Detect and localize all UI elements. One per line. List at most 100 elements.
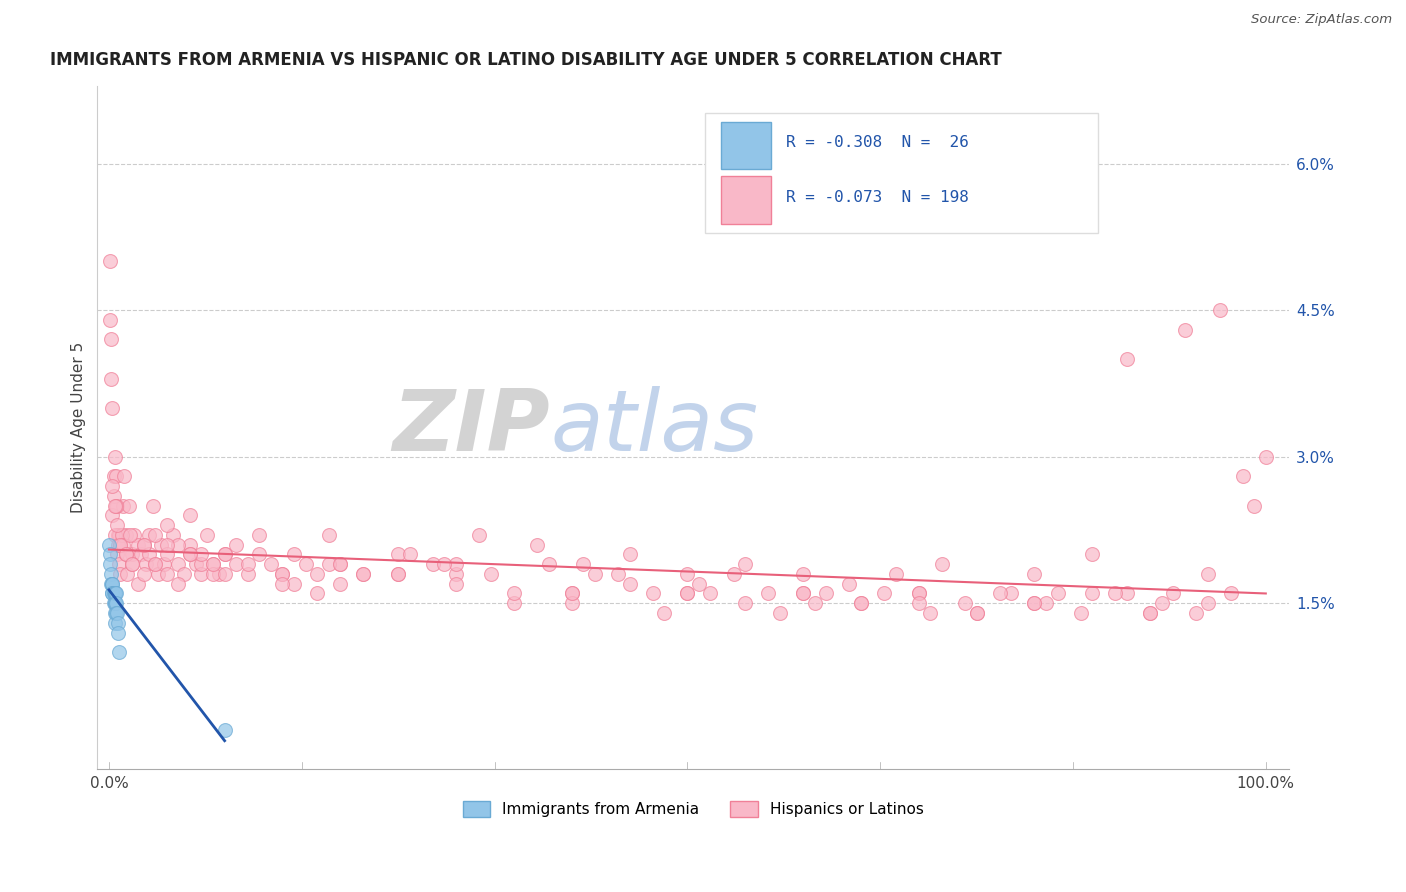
Point xyxy=(537,557,560,571)
Point xyxy=(149,538,172,552)
Point xyxy=(104,606,127,620)
Point xyxy=(101,479,124,493)
Point xyxy=(103,469,125,483)
Point xyxy=(105,518,128,533)
Point xyxy=(907,596,929,610)
Point xyxy=(111,538,134,552)
Point xyxy=(225,538,247,552)
Point xyxy=(236,566,259,581)
Point xyxy=(294,557,316,571)
Point xyxy=(104,606,127,620)
Point xyxy=(98,557,121,571)
Text: R = -0.308  N =  26: R = -0.308 N = 26 xyxy=(786,136,969,151)
Point xyxy=(105,606,128,620)
Point xyxy=(117,499,139,513)
Point xyxy=(884,566,907,581)
Point xyxy=(792,586,814,600)
Point xyxy=(619,576,641,591)
Point xyxy=(100,576,122,591)
Point xyxy=(138,548,160,562)
Point xyxy=(156,518,179,533)
Point xyxy=(283,576,305,591)
Point xyxy=(247,548,270,562)
Point xyxy=(433,557,456,571)
Point xyxy=(307,586,329,600)
Point xyxy=(619,548,641,562)
Point xyxy=(283,548,305,562)
Point xyxy=(98,313,121,327)
Point xyxy=(132,538,155,552)
Point xyxy=(103,586,125,600)
Point xyxy=(143,557,166,571)
Point xyxy=(153,557,176,571)
Point xyxy=(1070,606,1092,620)
Point xyxy=(98,548,121,562)
Point xyxy=(920,606,942,620)
Point xyxy=(1081,548,1104,562)
Point xyxy=(101,586,124,600)
Point xyxy=(167,538,190,552)
Point xyxy=(104,596,127,610)
Point xyxy=(561,596,583,610)
Point xyxy=(135,557,157,571)
Point xyxy=(104,499,127,513)
Point xyxy=(202,566,225,581)
Point xyxy=(127,576,149,591)
Point xyxy=(115,528,138,542)
Point xyxy=(98,254,121,268)
Point xyxy=(103,596,125,610)
Point xyxy=(907,586,929,600)
Point xyxy=(225,557,247,571)
Point xyxy=(318,557,340,571)
Point xyxy=(1197,596,1219,610)
Point xyxy=(1174,323,1197,337)
Point xyxy=(131,548,153,562)
Point xyxy=(101,576,124,591)
Point xyxy=(167,557,190,571)
Point xyxy=(387,566,409,581)
Y-axis label: Disability Age Under 5: Disability Age Under 5 xyxy=(72,342,86,513)
Point xyxy=(156,538,179,552)
Point xyxy=(1081,586,1104,600)
Point xyxy=(387,548,409,562)
Point xyxy=(688,576,710,591)
Point xyxy=(104,615,127,630)
Text: R = -0.073  N = 198: R = -0.073 N = 198 xyxy=(786,190,969,205)
Point xyxy=(167,576,190,591)
Point xyxy=(107,615,129,630)
Point xyxy=(792,586,814,600)
Point xyxy=(1046,586,1069,600)
Point xyxy=(132,566,155,581)
Point xyxy=(271,566,294,581)
Point xyxy=(108,528,131,542)
Point xyxy=(195,528,218,542)
Point xyxy=(1024,566,1046,581)
Point xyxy=(179,548,201,562)
Point xyxy=(352,566,374,581)
Point xyxy=(247,528,270,542)
Text: atlas: atlas xyxy=(550,386,758,469)
Point xyxy=(1035,596,1057,610)
Point xyxy=(138,528,160,542)
Point xyxy=(756,586,779,600)
Point xyxy=(111,528,134,542)
Point xyxy=(127,538,149,552)
Point xyxy=(1150,596,1173,610)
Point xyxy=(815,586,838,600)
Point xyxy=(214,566,236,581)
Point xyxy=(100,566,122,581)
Point xyxy=(988,586,1011,600)
Point xyxy=(607,566,630,581)
Point xyxy=(561,586,583,600)
Point xyxy=(101,508,124,523)
Point xyxy=(179,548,201,562)
Point xyxy=(734,596,756,610)
Point xyxy=(108,557,131,571)
Point xyxy=(118,528,141,542)
Point xyxy=(115,548,138,562)
Point xyxy=(214,548,236,562)
Point xyxy=(111,499,134,513)
Point xyxy=(329,576,352,591)
FancyBboxPatch shape xyxy=(704,113,1098,233)
Point xyxy=(422,557,444,571)
